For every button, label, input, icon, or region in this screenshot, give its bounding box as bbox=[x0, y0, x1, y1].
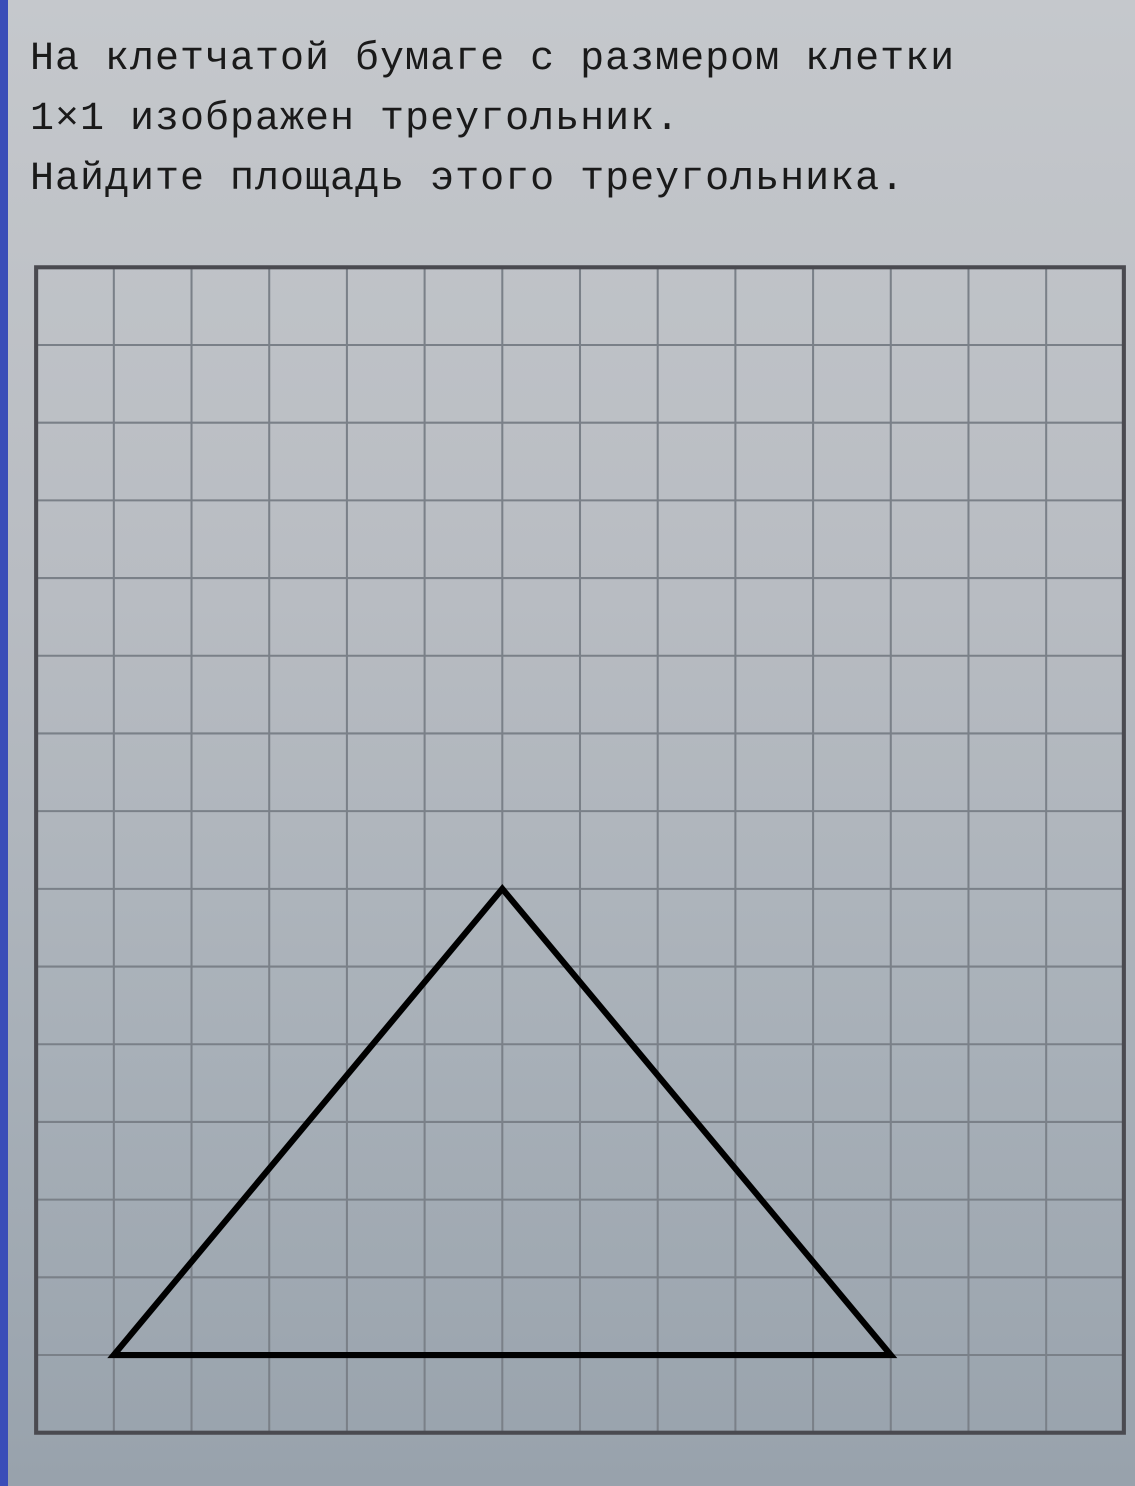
problem-text-block: На клетчатой бумаге с размером клетки 1×… bbox=[0, 0, 1135, 240]
grid-figure bbox=[30, 260, 1130, 1440]
left-border-bar bbox=[0, 0, 8, 1486]
problem-line-3: Найдите площадь этого треугольника. bbox=[30, 150, 1115, 210]
problem-line-1: На клетчатой бумаге с размером клетки bbox=[30, 30, 1115, 90]
problem-line-2: 1×1 изображен треугольник. bbox=[30, 90, 1115, 150]
grid-svg bbox=[30, 260, 1130, 1440]
